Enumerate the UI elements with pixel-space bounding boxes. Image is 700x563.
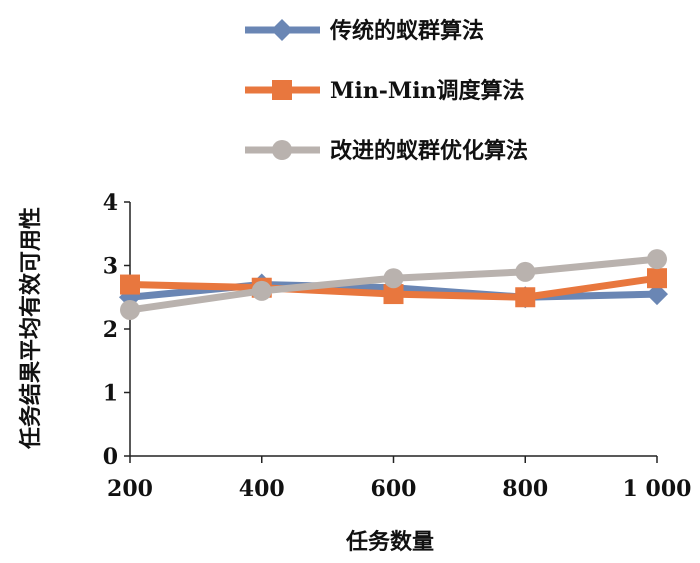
data-point — [515, 261, 536, 282]
series-3 — [120, 249, 667, 320]
x-tick-label: 1 000 — [623, 476, 692, 502]
legend-item-1: 传统的蚁群算法 — [245, 18, 484, 44]
x-axis-title: 任务数量 — [345, 529, 434, 555]
y-tick-label: 2 — [103, 317, 118, 343]
data-point — [120, 274, 140, 295]
y-tick-label: 0 — [103, 444, 118, 470]
data-point — [251, 280, 272, 301]
legend-marker — [271, 19, 293, 41]
legend-item-3: 改进的蚁群优化算法 — [245, 138, 528, 164]
legend-item-2: Min-Min调度算法 — [245, 78, 525, 104]
series-group — [119, 249, 668, 320]
x-tick-label: 400 — [239, 476, 285, 502]
data-point — [647, 249, 667, 270]
data-point — [646, 283, 668, 306]
legend-label: 传统的蚁群算法 — [329, 18, 484, 44]
legend-marker — [272, 140, 292, 160]
data-point — [515, 287, 536, 308]
x-tick-label: 800 — [502, 476, 548, 502]
data-point — [383, 284, 404, 305]
data-point — [383, 268, 404, 289]
x-tick-label: 600 — [371, 476, 417, 502]
y-tick-label: 4 — [103, 190, 118, 216]
legend-marker — [272, 80, 292, 100]
data-point — [120, 299, 140, 320]
y-axis-title: 任务结果平均有效可用性 — [18, 207, 44, 450]
legend-label: Min-Min调度算法 — [330, 78, 525, 104]
y-tick-label: 1 — [103, 381, 118, 407]
axes: 0 1 2 3 4 200 400 600 800 1 000 — [103, 190, 692, 502]
legend-label: 改进的蚁群优化算法 — [330, 138, 528, 164]
x-tick-label: 200 — [107, 476, 153, 502]
series-2 — [120, 268, 667, 308]
y-tick-label: 3 — [103, 254, 118, 280]
data-point — [647, 268, 667, 289]
